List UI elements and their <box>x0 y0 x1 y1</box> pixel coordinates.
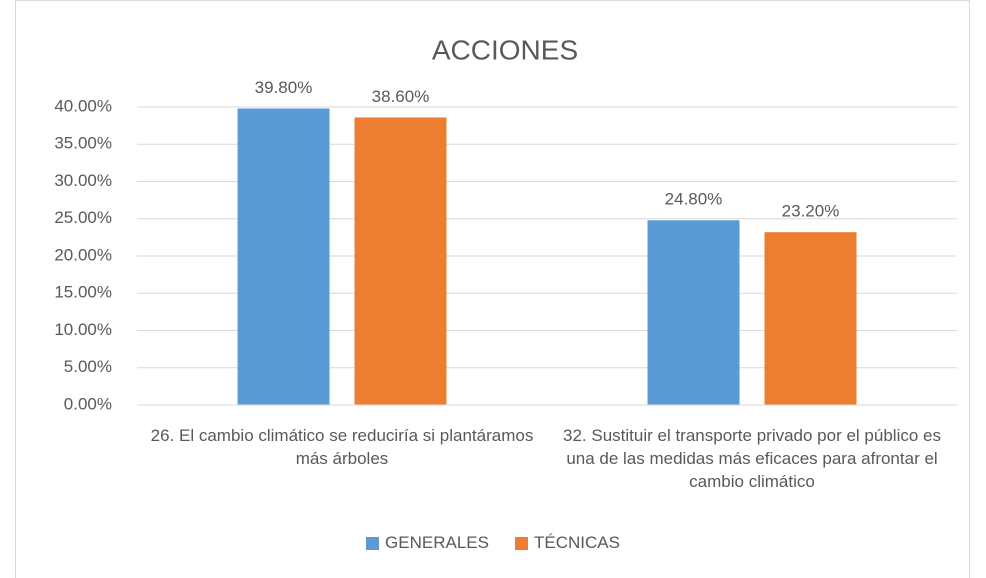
legend-swatch <box>514 536 528 550</box>
y-tick-label: 20.00% <box>54 245 112 264</box>
x-tick-label: 32. Sustituir el transporte privado por … <box>563 426 941 491</box>
y-tick-label: 15.00% <box>54 283 112 302</box>
y-tick-label: 5.00% <box>64 357 112 376</box>
y-tick-label: 0.00% <box>64 394 112 413</box>
data-label: 39.80% <box>255 78 313 97</box>
data-label: 24.80% <box>665 190 723 209</box>
data-label: 23.20% <box>782 202 840 221</box>
legend-item: GENERALES <box>366 533 489 553</box>
bar <box>237 108 330 406</box>
y-tick-label: 35.00% <box>54 134 112 153</box>
x-tick-label: 26. El cambio climático se reduciría si … <box>150 426 534 468</box>
chart-title: ACCIONES <box>432 34 578 65</box>
y-tick-label: 10.00% <box>54 320 112 339</box>
y-tick-label: 25.00% <box>54 208 112 227</box>
chart-border <box>15 0 970 578</box>
y-tick-label: 40.00% <box>54 96 112 115</box>
legend: GENERALES TÉCNICAS <box>0 533 986 553</box>
bar <box>764 232 857 405</box>
legend-label: TÉCNICAS <box>533 533 620 552</box>
legend-item: TÉCNICAS <box>514 533 620 553</box>
y-tick-label: 30.00% <box>54 171 112 190</box>
legend-label: GENERALES <box>385 533 489 552</box>
bar <box>647 220 740 405</box>
legend-swatch <box>366 536 380 550</box>
data-label: 38.60% <box>372 87 430 106</box>
bar <box>354 117 447 406</box>
